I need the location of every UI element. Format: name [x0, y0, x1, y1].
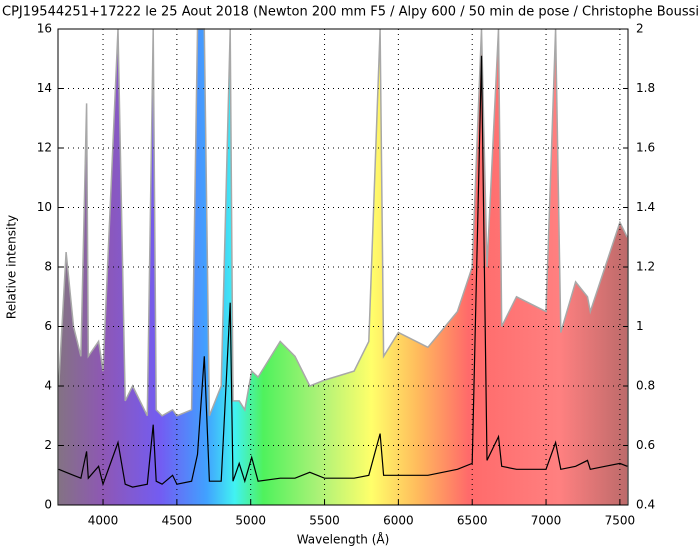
chart-title: CPJ19544251+17222 le 25 Aout 2018 (Newto…	[2, 5, 700, 20]
y-tick-label: 14	[37, 81, 52, 95]
x-tick-label: 7500	[605, 514, 636, 528]
y2-tick-label: 0.6	[636, 438, 655, 452]
x-tick-label: 7000	[531, 514, 562, 528]
y2-tick-label: 0.4	[636, 498, 655, 512]
y2-tick-label: 1.8	[636, 81, 655, 95]
x-tick-label: 6500	[457, 514, 488, 528]
y-tick-label: 0	[44, 498, 52, 512]
y-tick-label: 2	[44, 438, 52, 452]
x-tick-label: 4500	[162, 514, 193, 528]
y2-tick-label: 1	[636, 319, 644, 333]
series-line	[58, 55, 628, 488]
x-tick-label: 5000	[235, 514, 266, 528]
y-tick-label: 4	[44, 379, 52, 393]
y-tick-label: 10	[37, 200, 52, 214]
y2-tick-label: 2	[636, 22, 644, 36]
series-line	[57, 28, 628, 417]
y2-tick-label: 0.8	[636, 379, 655, 393]
y-tick-label: 6	[44, 319, 52, 333]
y-tick-label: 12	[37, 141, 52, 155]
x-tick-label: 5500	[309, 514, 340, 528]
y2-tick-label: 1.2	[636, 260, 655, 274]
plot-area	[57, 28, 628, 505]
x-tick-label: 6000	[383, 514, 414, 528]
x-axis-label: Wavelength (Å)	[297, 532, 390, 547]
x-tick-label: 4000	[88, 514, 119, 528]
y-tick-label: 16	[37, 22, 52, 36]
y2-tick-label: 1.6	[636, 141, 655, 155]
y-axis-label: Relative intensity	[5, 215, 19, 319]
y2-tick-label: 1.4	[636, 200, 655, 214]
y-tick-label: 8	[44, 260, 52, 274]
spectrum-area	[58, 29, 628, 505]
